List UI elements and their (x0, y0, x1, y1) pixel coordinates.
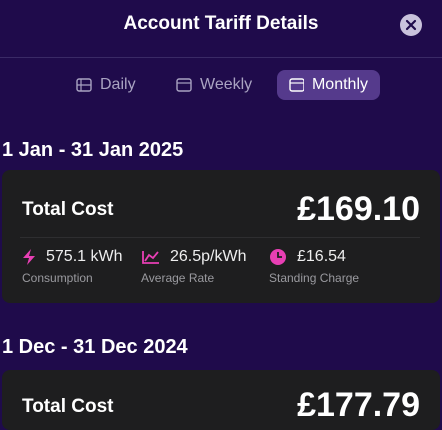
card-divider (20, 237, 420, 238)
total-cost: £177.79 (297, 386, 420, 424)
tab-weekly[interactable]: Weekly (164, 70, 264, 100)
tab-label: Monthly (311, 76, 368, 93)
stat-label: Consumption (22, 271, 93, 285)
screen: Account Tariff Details Daily Weekly Mont… (0, 13, 442, 430)
trend-icon (142, 251, 159, 264)
tab-daily[interactable]: Daily (64, 70, 148, 100)
stat-value: 575.1 kWh (46, 248, 123, 265)
clock-icon (270, 249, 286, 265)
total-label: Total Cost (22, 396, 114, 417)
stat-value: 26.5p/kWh (170, 248, 247, 265)
cost-card (2, 170, 440, 303)
divider (0, 57, 442, 58)
stat-label: Average Rate (141, 271, 215, 285)
total-cost: £169.10 (297, 190, 420, 228)
bolt-icon (23, 249, 35, 265)
tab-icon (176, 78, 192, 92)
title: Account Tariff Details (123, 13, 319, 34)
stat-value: £16.54 (297, 248, 346, 265)
period-title: 1 Dec - 31 Dec 2024 (2, 336, 188, 358)
tab-icon (289, 78, 304, 92)
total-label: Total Cost (22, 199, 114, 220)
close-button[interactable] (400, 14, 422, 36)
tab-label: Weekly (200, 76, 253, 93)
tab-label: Daily (100, 76, 136, 93)
tab-icon (76, 78, 92, 92)
tab-monthly[interactable]: Monthly (277, 70, 380, 100)
stat-label: Standing Charge (269, 271, 360, 285)
period-title: 1 Jan - 31 Jan 2025 (2, 139, 184, 161)
